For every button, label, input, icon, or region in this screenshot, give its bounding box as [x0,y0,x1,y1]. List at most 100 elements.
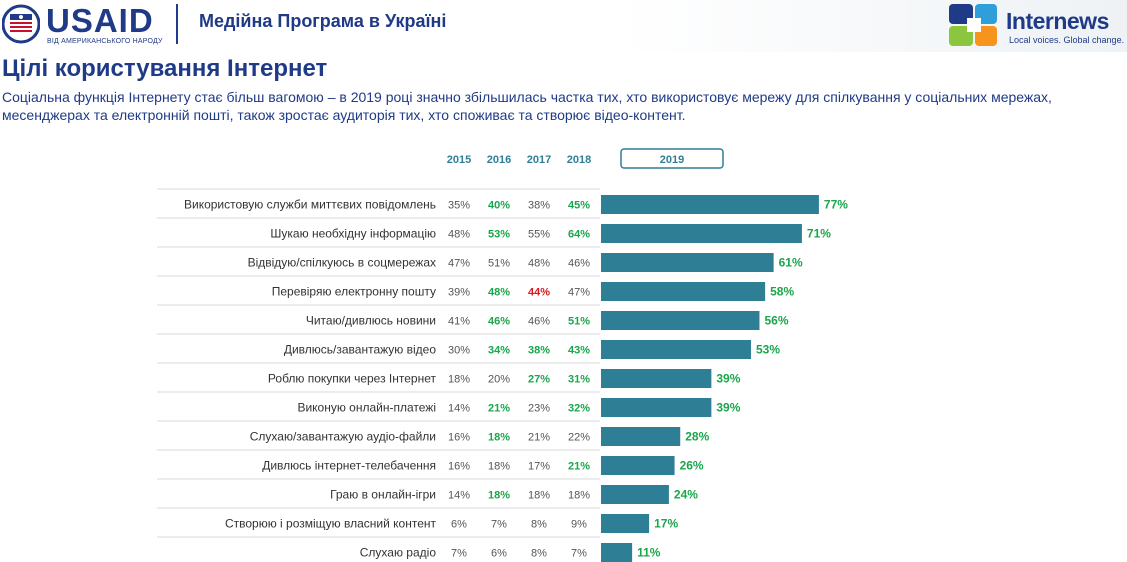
table-cell: 34% [488,345,510,357]
table-cell: 14% [448,490,470,502]
table-cell: 16% [448,461,470,473]
table-cell: 53% [488,229,510,241]
category-label: Читаю/дивлюсь новини [306,314,436,328]
table-cell: 20% [488,374,510,386]
year-header-box-2019 [620,148,724,169]
usaid-tagline: ВІД АМЕРИКАНСЬКОГО НАРОДУ [47,38,163,45]
bar [601,543,633,562]
table-cell: 18% [528,490,550,502]
bar [601,224,802,243]
table-cell: 46% [528,316,550,328]
table-cell: 6% [491,548,507,560]
bar [601,253,774,272]
bar-value-label: 26% [680,459,704,473]
table-cell: 47% [448,258,470,270]
page-subtitle: Соціальна функція Інтернету стає більш в… [2,89,1052,123]
table-cell: 64% [568,229,590,241]
table-cell: 21% [528,432,550,444]
bar [601,195,819,214]
category-label: Слухаю/завантажую аудіо-файли [250,430,436,444]
table-cell: 44% [528,287,550,299]
category-label: Виконую онлайн-платежі [297,401,436,415]
bar [601,456,675,475]
category-label: Дивлюсь інтернет-телебачення [262,459,436,473]
table-cell: 31% [568,374,590,386]
category-label: Перевіряю електронну пошту [272,285,436,299]
table-cell: 46% [568,258,590,270]
bar-value-label: 11% [637,546,661,560]
table-cell: 51% [488,258,510,270]
header-divider [176,4,178,44]
table-cell: 9% [571,519,587,531]
table-cell: 21% [488,403,510,415]
bar-value-label: 39% [716,401,740,415]
table-cell: 14% [448,403,470,415]
bar [601,514,650,533]
table-cell: 41% [448,316,470,328]
bar [601,311,760,330]
usaid-seal-icon [2,4,40,44]
year-header-2019: 2019 [660,154,684,166]
category-label: Граю в онлайн-ігри [330,488,436,502]
page-title: Цілі користування Інтернет [2,55,328,82]
bar-value-label: 77% [824,198,848,212]
bar-value-label: 61% [779,256,803,270]
table-cell: 18% [488,461,510,473]
table-cell: 47% [568,287,590,299]
table-cell: 18% [568,490,590,502]
bar [601,427,681,446]
table-cell: 7% [491,519,507,531]
table-cell: 43% [568,345,590,357]
year-header-2018: 2018 [567,154,591,166]
category-label: Слухаю радіо [360,546,437,560]
bar [601,340,751,359]
table-cell: 39% [448,287,470,299]
table-cell: 7% [451,548,467,560]
bar-value-label: 53% [756,343,780,357]
header-banner [0,0,1127,52]
table-cell: 18% [488,432,510,444]
bar-value-label: 56% [764,314,788,328]
table-cell: 17% [528,461,550,473]
table-cell: 7% [571,548,587,560]
category-label: Шукаю необхідну інформацію [270,227,436,241]
bar [601,398,712,417]
category-label: Дивлюсь/завантажую відео [284,343,436,357]
table-cell: 48% [448,229,470,241]
internews-tagline: Local voices. Global change. [1009,35,1125,45]
table-cell: 18% [448,374,470,386]
table-cell: 8% [531,548,547,560]
table-cell: 32% [568,403,590,415]
bar-value-label: 28% [685,430,709,444]
table-cell: 16% [448,432,470,444]
table-cell: 38% [528,345,550,357]
table-cell: 48% [488,287,510,299]
table-cell: 27% [528,374,550,386]
table-cell: 8% [531,519,547,531]
internews-logo: Internews [1006,8,1109,34]
table-cell: 6% [451,519,467,531]
table-cell: 55% [528,229,550,241]
bar-value-label: 17% [654,517,678,531]
year-header-2015: 2015 [447,154,471,166]
table-cell: 35% [448,200,470,212]
table-cell: 45% [568,200,590,212]
bar [601,282,766,301]
table-cell: 40% [488,200,510,212]
table-cell: 22% [568,432,590,444]
table-cell: 46% [488,316,510,328]
category-label: Відвідую/спілкуюсь в соцмережах [248,256,436,270]
bar [601,485,669,504]
table-cell: 38% [528,200,550,212]
bar-value-label: 71% [807,227,831,241]
table-cell: 18% [488,490,510,502]
year-header-2016: 2016 [487,154,511,166]
bar-value-label: 24% [674,488,698,502]
category-label: Використовую служби миттєвих повідомлень [184,198,436,212]
year-header-2017: 2017 [527,154,551,166]
usaid-logo: USAID [46,2,154,39]
table-cell: 48% [528,258,550,270]
program-title: Медійна Програма в Україні [199,11,447,31]
table-cell: 51% [568,316,590,328]
internews-logo-icon [949,4,997,46]
